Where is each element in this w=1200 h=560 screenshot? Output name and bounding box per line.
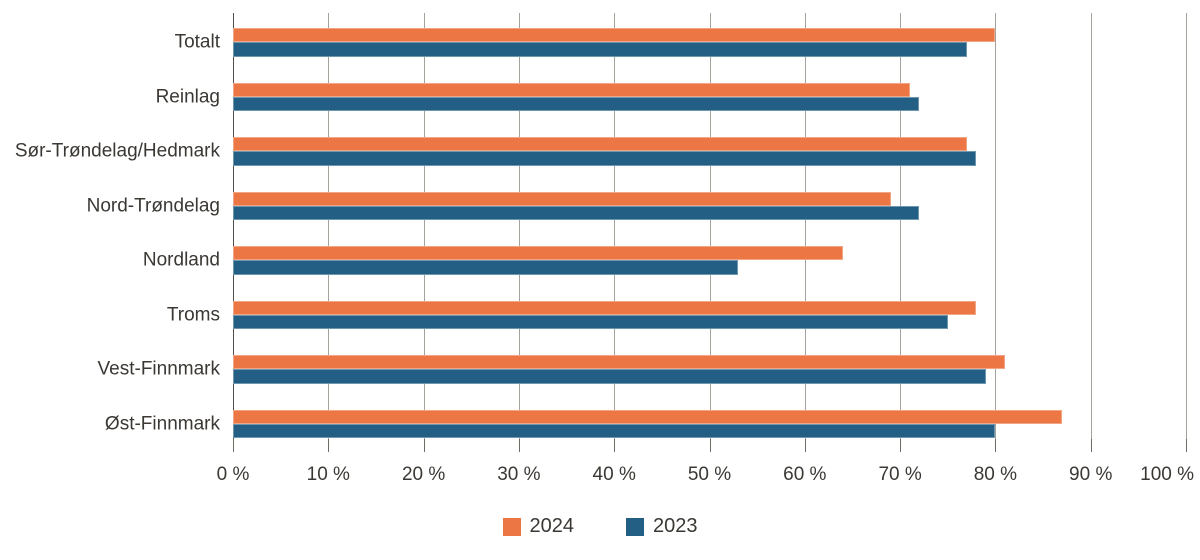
axis-tick bbox=[423, 439, 425, 452]
bar-2024 bbox=[233, 409, 1063, 424]
category-label: Vest-Finnmark bbox=[97, 358, 220, 380]
category-label: Totalt bbox=[174, 31, 220, 53]
axis-tick bbox=[995, 439, 997, 452]
legend-label: 2023 bbox=[653, 515, 698, 537]
bar-2023 bbox=[233, 96, 920, 112]
axis-tick bbox=[1186, 439, 1187, 452]
bar-2024 bbox=[233, 82, 910, 97]
bar-2024 bbox=[233, 355, 1005, 370]
axis-tick bbox=[233, 439, 234, 452]
bar-2023 bbox=[233, 205, 920, 221]
axis-tick-label: 10 % bbox=[306, 464, 350, 485]
axis-tick bbox=[614, 439, 616, 452]
legend-swatch-2024 bbox=[502, 517, 521, 536]
legend: 2024 2023 bbox=[0, 515, 1200, 538]
bar-2023 bbox=[233, 151, 977, 166]
bar-2023 bbox=[233, 42, 967, 57]
gridline bbox=[614, 13, 616, 439]
category-label: Øst-Finnmark bbox=[104, 413, 220, 435]
bar-2023 bbox=[233, 423, 996, 439]
bar-2024 bbox=[233, 300, 977, 315]
category-label: Reinlag bbox=[155, 86, 220, 108]
category-label: Sør-Trøndelag/Hedmark bbox=[14, 140, 220, 162]
gridline bbox=[518, 13, 520, 439]
gridline bbox=[900, 13, 902, 439]
gridline bbox=[1186, 13, 1187, 439]
category-label: Nord-Trøndelag bbox=[86, 195, 220, 217]
bar-2024 bbox=[233, 191, 891, 206]
axis-line bbox=[233, 13, 234, 439]
legend-label: 2024 bbox=[529, 515, 575, 537]
category-axis: Totalt Reinlag Sør-Trøndelag/Hedmark Nord-T… bbox=[0, 0, 220, 560]
bar-2024 bbox=[233, 137, 967, 152]
legend-item-2024: 2024 bbox=[502, 515, 575, 538]
gridline bbox=[804, 13, 806, 439]
axis-tick-label: 50 % bbox=[687, 464, 732, 485]
axis-tick bbox=[900, 439, 902, 452]
axis-tick-label: 30 % bbox=[497, 464, 541, 485]
axis-tick bbox=[518, 439, 520, 452]
category-label: Troms bbox=[166, 304, 220, 326]
axis-tick bbox=[1090, 439, 1092, 452]
axis-tick bbox=[804, 439, 806, 452]
legend-swatch-2023 bbox=[626, 517, 644, 536]
axis-tick-label: 90 % bbox=[1069, 464, 1113, 485]
gridline bbox=[1090, 13, 1092, 439]
gridline bbox=[995, 13, 997, 439]
axis-tick bbox=[709, 439, 711, 452]
legend-item-2023: 2023 bbox=[626, 515, 698, 538]
axis-tick-label: 0 % bbox=[216, 464, 250, 485]
bar-2024 bbox=[233, 246, 843, 261]
axis-tick-label: 60 % bbox=[783, 464, 827, 485]
gridline bbox=[709, 13, 711, 439]
category-label: Nordland bbox=[142, 249, 220, 271]
gridline bbox=[423, 13, 425, 439]
axis-tick-label: 80 % bbox=[973, 464, 1018, 485]
plot-area bbox=[233, 13, 1187, 439]
bar-2023 bbox=[233, 369, 986, 384]
bar-2024 bbox=[233, 28, 996, 43]
axis-tick-label: 40 % bbox=[592, 464, 636, 485]
bar-2023 bbox=[233, 260, 739, 275]
axis-tick-label: 20 % bbox=[401, 464, 446, 485]
axis-tick-label: 100 % bbox=[1140, 464, 1194, 485]
gridline bbox=[328, 13, 330, 439]
axis-tick bbox=[328, 439, 330, 452]
axis-tick-label: 70 % bbox=[878, 464, 922, 485]
bar-2023 bbox=[233, 314, 948, 330]
